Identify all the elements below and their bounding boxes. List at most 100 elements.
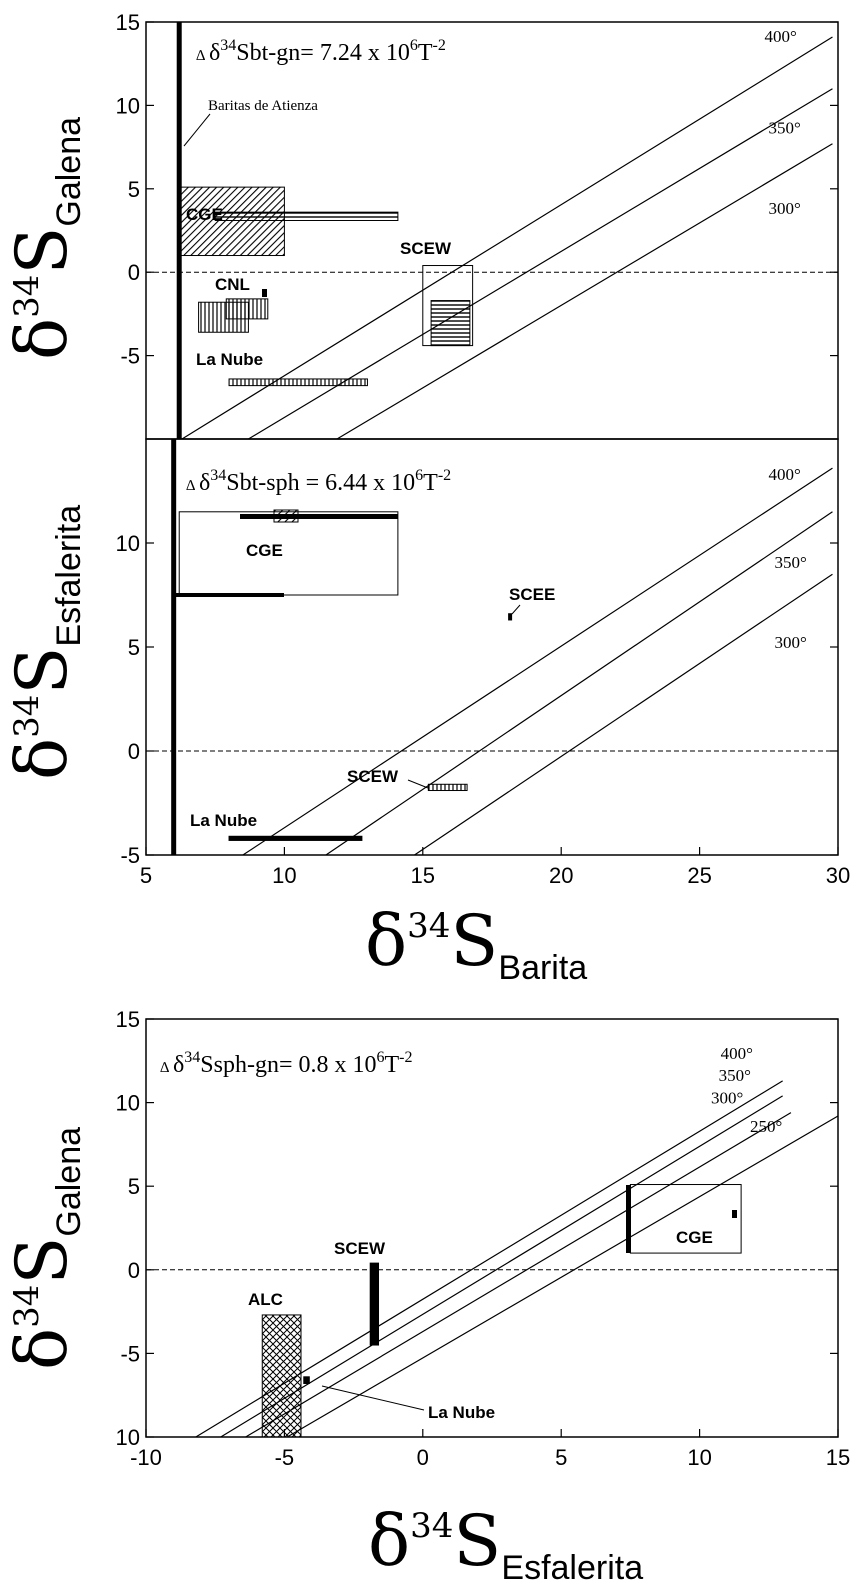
isotherm-line xyxy=(181,36,833,440)
equation-label: ∆ δ34Sbt-sph = 6.44 x 106T-2 xyxy=(186,467,451,496)
plot-frame xyxy=(145,1018,839,1438)
field-label-scew: SCEW xyxy=(334,1239,386,1258)
x-tick-label: -5 xyxy=(275,1445,295,1470)
svg-text:δ34SEsfalerita: δ34SEsfalerita xyxy=(368,1500,643,1585)
isotherm-label: 350° xyxy=(719,1066,751,1085)
svg-text:δ34SEsfalerita: δ34SEsfalerita xyxy=(1,505,88,780)
cge-point xyxy=(732,1210,737,1218)
x-axis-ticks: 5 10 15 20 25 30 xyxy=(140,847,850,888)
svg-text:δ34SGalena: δ34SGalena xyxy=(1,1127,88,1370)
y-tick-label: -5 xyxy=(120,843,140,868)
x-tick-label: 25 xyxy=(687,863,711,888)
cge-lower-bar xyxy=(176,593,284,597)
y-tick-label: 10 xyxy=(116,531,140,556)
field-label-la-nube: La Nube xyxy=(190,811,257,830)
isotherm-line xyxy=(248,88,833,440)
isotherm-label: 300° xyxy=(711,1089,743,1108)
y-tick-label: 10 xyxy=(116,1425,140,1450)
cge-upper-bar xyxy=(240,514,398,519)
field-label-cge: CGE xyxy=(246,541,283,560)
plot-frame xyxy=(145,438,839,856)
data-field xyxy=(261,1314,302,1438)
x-tick-label: 20 xyxy=(549,863,573,888)
y-tick-label: 5 xyxy=(128,635,140,660)
cge-vertical-bar xyxy=(626,1185,631,1253)
y-tick-label: 5 xyxy=(128,1174,140,1199)
field-label-scew: SCEW xyxy=(400,239,452,258)
isotherm-line xyxy=(325,511,833,856)
equation-label: ∆ δ34Ssph-gn= 0.8 x 106T-2 xyxy=(160,1049,413,1078)
isotherm-label: 350° xyxy=(768,119,800,138)
field-label-scew: SCEW xyxy=(347,767,399,786)
isotherm-line xyxy=(336,143,833,440)
isotherm-label: 300° xyxy=(768,199,800,218)
barite-label: Baritas de Atienza xyxy=(208,98,318,114)
x-tick-label: 15 xyxy=(411,863,435,888)
data-field xyxy=(303,1376,310,1384)
data-field xyxy=(508,613,513,621)
data-field xyxy=(369,1262,380,1346)
isotherm-label: 400° xyxy=(721,1044,753,1063)
y-tick-label: -5 xyxy=(120,1341,140,1366)
data-field xyxy=(178,186,285,257)
y-axis-ticks: -5 0 5 10 xyxy=(116,531,838,868)
axis-label-barita: δ34SBarita xyxy=(365,900,587,987)
y-tick-label: 0 xyxy=(128,739,140,764)
equation-label: ∆ δ34Sbt-gn= 7.24 x 106T-2 xyxy=(196,37,446,66)
data-field xyxy=(430,300,471,347)
data-fields xyxy=(178,186,474,387)
field-label-la-nube: La Nube xyxy=(196,350,263,369)
x-tick-label: 10 xyxy=(687,1445,711,1470)
y-axis-ticks: 10 -5 0 5 10 15 xyxy=(116,1007,838,1450)
axis-label-galena-top: δ34SGalena xyxy=(1,117,88,360)
y-tick-label: 15 xyxy=(116,10,140,35)
scee-leader xyxy=(511,604,521,615)
axis-label-esfalerita-x: δ34SEsfalerita xyxy=(368,1500,643,1585)
isotherm-label: 400° xyxy=(768,465,800,484)
x-tick-label: 5 xyxy=(555,1445,567,1470)
isotherm-line xyxy=(242,467,833,856)
field-label-scee: SCEE xyxy=(509,585,555,604)
isotherm-lines: 400° 350° 300° xyxy=(242,465,833,856)
y-tick-label: 0 xyxy=(128,1258,140,1283)
y-tick-label: 15 xyxy=(116,1007,140,1032)
y-tick-label: 10 xyxy=(116,93,140,118)
data-field xyxy=(214,211,399,221)
data-field xyxy=(228,378,368,387)
cnl-point xyxy=(262,289,267,297)
svg-text:δ34SGalena: δ34SGalena xyxy=(1,117,88,360)
svg-text:δ34SBarita: δ34SBarita xyxy=(365,900,587,987)
data-field xyxy=(225,298,269,320)
data-field xyxy=(427,783,468,792)
barite-label-leader xyxy=(183,113,211,147)
isotherm-line xyxy=(414,573,833,856)
isotherm-label: 400° xyxy=(764,27,796,46)
isotherm-label: 300° xyxy=(774,633,806,652)
field-label-cnl: CNL xyxy=(215,275,250,294)
axis-label-esfalerita: δ34SEsfalerita xyxy=(1,505,88,780)
isotherm-label: 250° xyxy=(750,1117,782,1136)
y-tick-label: 10 xyxy=(116,1091,140,1116)
field-label-cge: CGE xyxy=(676,1228,713,1247)
y-tick-label: -5 xyxy=(120,344,140,369)
x-tick-label: 0 xyxy=(417,1445,429,1470)
panel-galena-vs-barita: -5 0 5 10 15 400° 350° 300° ∆ δ34Sbt-gn= 7.24 … xyxy=(116,10,839,440)
x-tick-label: 10 xyxy=(272,863,296,888)
field-label-cge: CGE xyxy=(186,205,223,224)
axis-label-galena-bottom: δ34SGalena xyxy=(1,1127,88,1370)
field-label-la-nube: La Nube xyxy=(428,1403,495,1422)
panel-esfalerita-vs-barita: -5 0 5 10 5 10 15 20 25 30 400° 350° 300° ∆ δ34Sbt… xyxy=(116,438,850,888)
data-fields xyxy=(176,509,513,841)
data-fields xyxy=(261,1184,742,1438)
y-tick-label: 5 xyxy=(128,177,140,202)
x-tick-label: 15 xyxy=(826,1445,850,1470)
isotherm-line xyxy=(220,1095,783,1438)
cge-hatch-patch xyxy=(273,509,299,523)
x-tick-label: -10 xyxy=(130,1445,162,1470)
x-tick-label: 30 xyxy=(826,863,850,888)
x-tick-label: 5 xyxy=(140,863,152,888)
isotherm-label: 350° xyxy=(774,553,806,572)
field-label-alc: ALC xyxy=(248,1290,283,1309)
x-axis-ticks: -10 -5 0 5 10 15 xyxy=(130,1429,850,1470)
